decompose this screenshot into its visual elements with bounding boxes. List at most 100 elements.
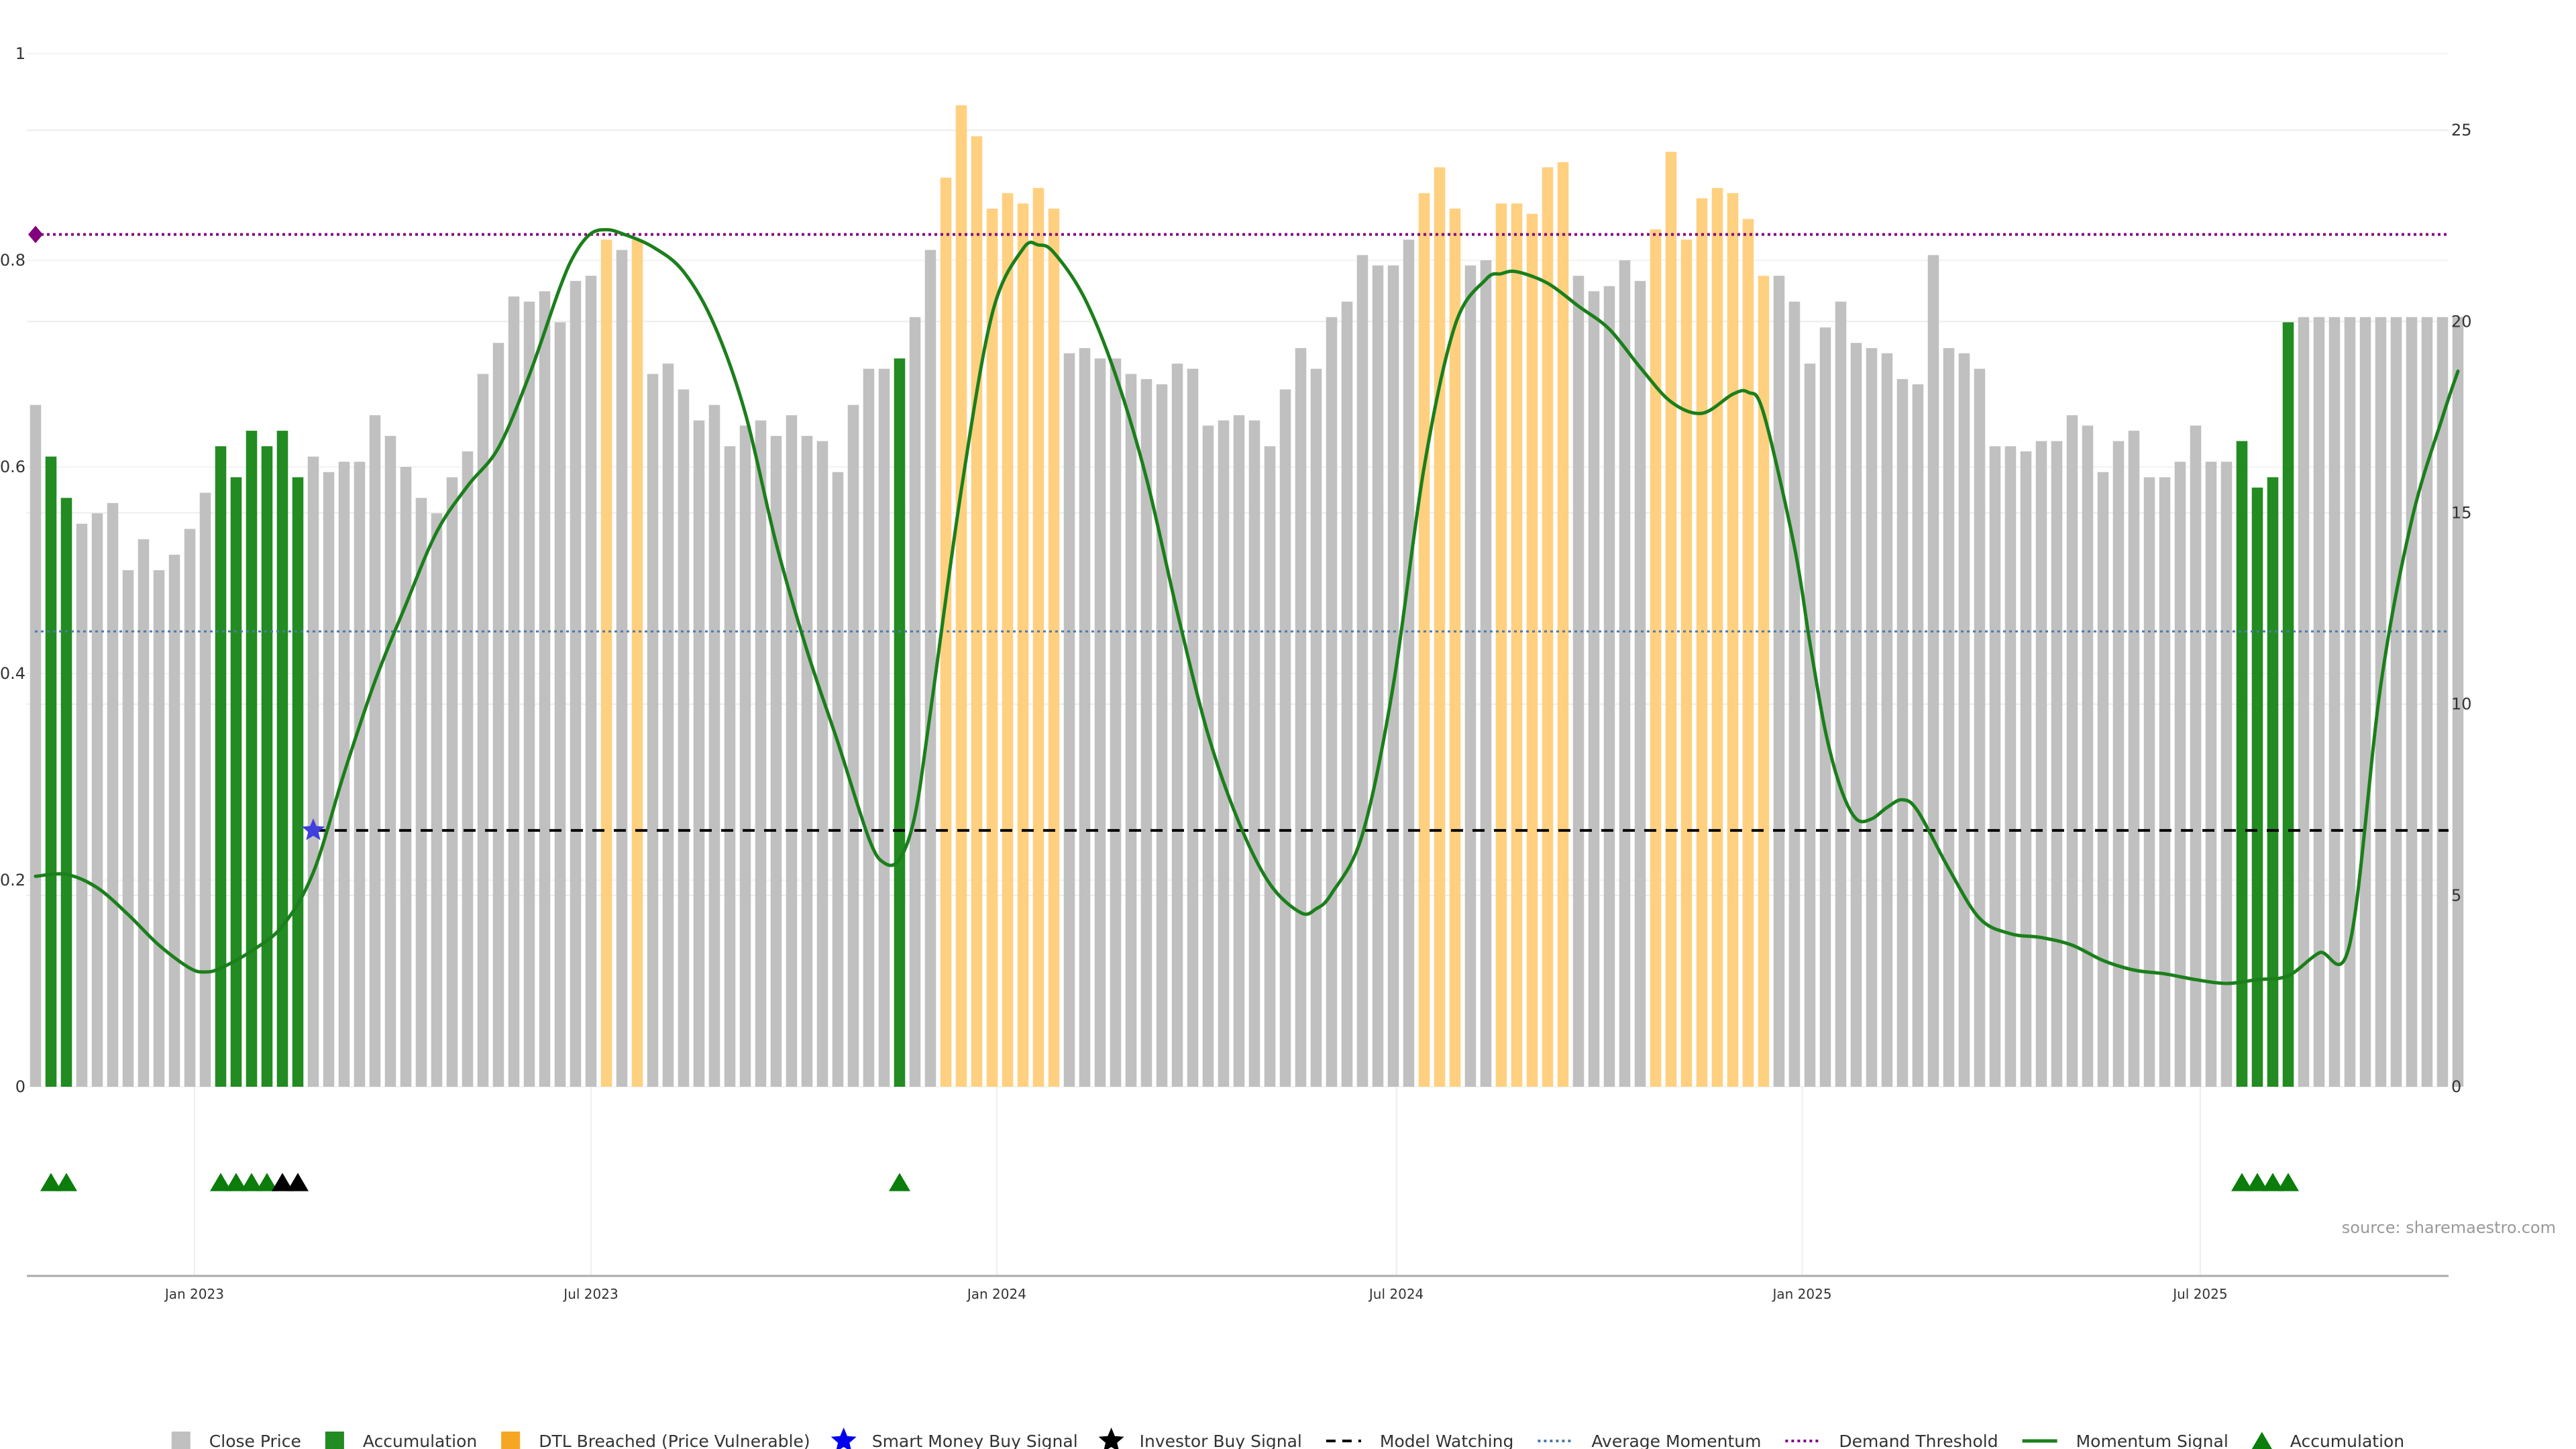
close-price-bar xyxy=(2313,317,2325,1087)
dtl-breached-bar xyxy=(1526,213,1538,1087)
close-price-bar xyxy=(492,343,504,1087)
close-price-bar xyxy=(1958,353,1970,1087)
accumulation-triangle xyxy=(241,1173,262,1191)
momentum-signal-line xyxy=(34,227,2460,985)
close-price-bar xyxy=(1171,364,1183,1087)
dtl-breached-bar xyxy=(1418,193,1430,1087)
close-price-bar xyxy=(199,492,211,1087)
close-price-bar xyxy=(307,456,319,1087)
legend-symbol xyxy=(171,1432,191,1449)
dtl-breached-bar xyxy=(1711,188,1723,1087)
close-price-bar xyxy=(570,280,582,1087)
close-price-bar xyxy=(1094,358,1106,1087)
close-price-bar xyxy=(693,420,705,1087)
close-price-bar xyxy=(1974,368,1986,1087)
legend-label: Smart Money Buy Signal xyxy=(872,1432,1078,1449)
close-price-bar xyxy=(1140,379,1152,1087)
close-price-bar xyxy=(878,368,890,1087)
close-price-bar xyxy=(863,368,875,1087)
close-price-bar xyxy=(539,291,551,1087)
close-price-bar xyxy=(2082,425,2094,1087)
close-price-bar xyxy=(122,570,134,1087)
close-price-bar xyxy=(816,441,828,1087)
close-price-bar xyxy=(1079,347,1091,1087)
left-axis-tick-label: 0.2 xyxy=(0,871,25,890)
close-price-bar xyxy=(1912,384,1924,1087)
accumulation-bar xyxy=(2251,487,2263,1087)
accumulation-bar xyxy=(60,498,72,1087)
close-price-bar xyxy=(1403,239,1415,1087)
close-price-bar xyxy=(1326,317,1338,1087)
demand-threshold-marker xyxy=(28,225,43,244)
momentum-signal xyxy=(34,227,2460,985)
left-axis-tick-label: 1 xyxy=(15,44,25,63)
close-price-bar xyxy=(2406,317,2418,1087)
close-price-bar xyxy=(1279,389,1291,1087)
legend-symbol xyxy=(830,1428,857,1449)
legend-item[interactable]: Average Momentum xyxy=(1538,1432,1761,1449)
close-price-bar xyxy=(755,420,767,1087)
close-price-bar xyxy=(1218,420,1230,1087)
left-axis-tick-label: 0 xyxy=(15,1077,25,1096)
close-price-bar xyxy=(1572,276,1585,1087)
accumulation-triangle xyxy=(56,1173,77,1191)
accumulation-triangle xyxy=(889,1173,910,1191)
close-price-bar xyxy=(2004,446,2017,1087)
dtl-breached-bar xyxy=(1542,167,1554,1087)
accumulation-bar xyxy=(2236,441,2248,1087)
legend-item[interactable]: Smart Money Buy Signal xyxy=(830,1428,1078,1449)
close-price-bar xyxy=(323,472,335,1087)
dtl-breached-bar xyxy=(986,209,998,1087)
close-price-bar xyxy=(2436,317,2449,1087)
left-axis-tick-label: 0.8 xyxy=(0,251,25,270)
date-tick-label: Jul 2024 xyxy=(1368,1286,1424,1302)
close-price-bar xyxy=(1850,343,1862,1087)
legend-label: Accumulation xyxy=(2290,1432,2404,1449)
close-price-bar xyxy=(2328,317,2341,1087)
legend-item[interactable]: Close Price xyxy=(171,1432,301,1449)
legend[interactable]: Close Price Accumulation DTL Breached (Pri… xyxy=(171,1428,2404,1449)
legend-item[interactable]: Momentum Signal xyxy=(2022,1432,2229,1449)
close-price-bar xyxy=(678,389,690,1087)
dtl-breached-bar xyxy=(1511,203,1523,1087)
close-price-bar xyxy=(924,250,936,1087)
close-price-bar xyxy=(462,451,474,1087)
close-price-bar xyxy=(369,415,381,1087)
close-price-bar xyxy=(2298,317,2310,1087)
accumulation-bar xyxy=(215,446,227,1087)
close-price-bar xyxy=(1310,368,1322,1087)
accumulation-triangle xyxy=(40,1173,62,1191)
close-price-bar xyxy=(1788,301,1801,1087)
legend-item[interactable]: Accumulation xyxy=(325,1432,477,1449)
close-price-bar xyxy=(2143,477,2155,1087)
close-price-bar xyxy=(1264,446,1276,1087)
close-price-bar xyxy=(2359,317,2371,1087)
legend-item[interactable]: Accumulation xyxy=(2251,1432,2404,1449)
close-price-bar xyxy=(1819,327,1831,1087)
close-price-bar xyxy=(1480,260,1492,1087)
close-price-bar xyxy=(1156,384,1168,1087)
close-price-bar xyxy=(1341,301,1353,1087)
close-price-bar xyxy=(1943,347,1955,1087)
close-price-bar xyxy=(616,250,628,1087)
close-price-bar xyxy=(801,435,813,1087)
close-price-bar xyxy=(647,374,659,1087)
legend-symbol xyxy=(1098,1428,1124,1449)
accumulation-bar xyxy=(261,446,273,1087)
accumulation-bar xyxy=(45,456,57,1087)
legend-item[interactable]: Demand Threshold xyxy=(1785,1432,1998,1449)
accumulation-bar xyxy=(292,477,304,1087)
legend-item[interactable]: DTL Breached (Price Vulnerable) xyxy=(501,1432,810,1449)
close-price-bar xyxy=(739,425,751,1087)
close-price-bar xyxy=(2421,317,2433,1087)
legend-square xyxy=(501,1432,521,1449)
legend-star xyxy=(1098,1428,1124,1449)
reference-lines xyxy=(35,233,2449,832)
close-price-bar xyxy=(384,435,396,1087)
legend-item[interactable]: Model Watching xyxy=(1326,1432,1513,1449)
close-price-bar xyxy=(184,529,196,1087)
close-price-bar xyxy=(1588,291,1600,1087)
close-price-bar xyxy=(1110,358,1122,1087)
close-price-bar xyxy=(30,405,42,1087)
legend-item[interactable]: Investor Buy Signal xyxy=(1098,1428,1302,1449)
